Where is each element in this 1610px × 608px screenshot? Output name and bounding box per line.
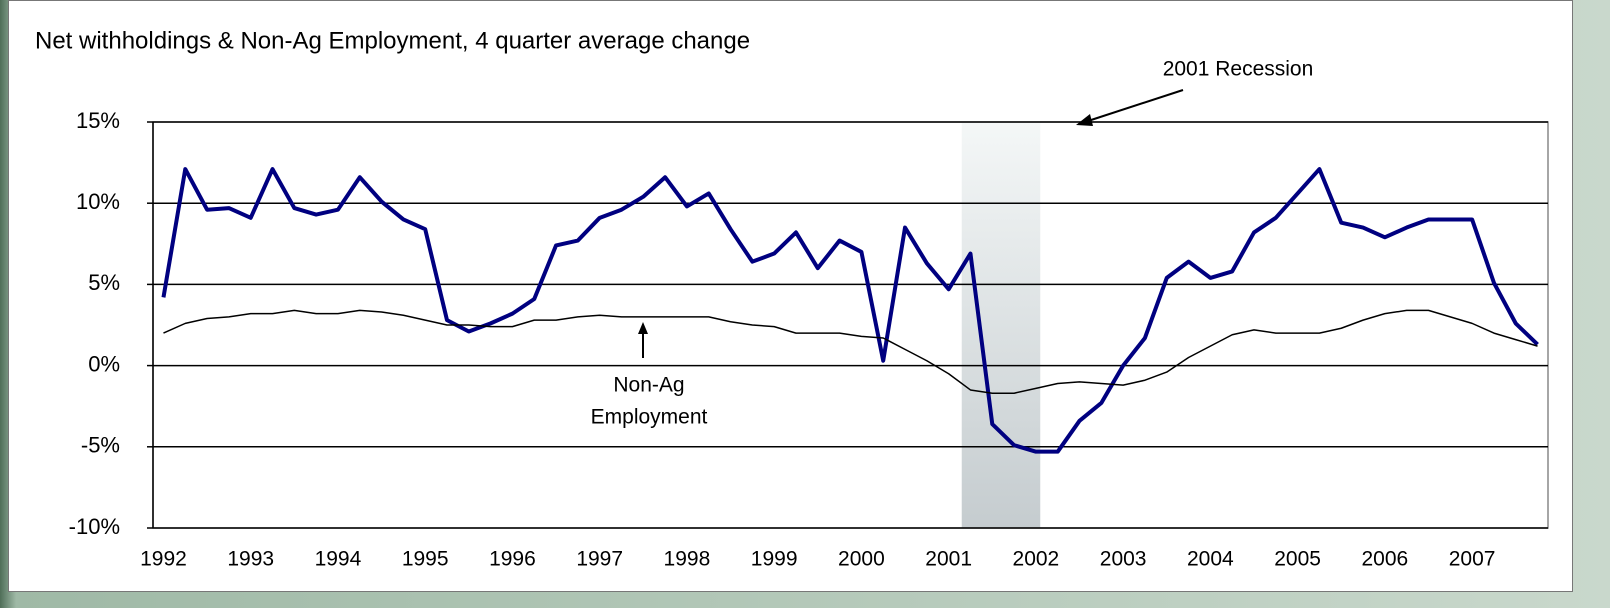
chart-title: Net withholdings & Non-Ag Employment, 4 … <box>35 27 750 54</box>
panel-border <box>8 0 1573 592</box>
arrow-head <box>638 322 648 334</box>
y-tick-label: 5% <box>88 270 120 295</box>
series-line <box>163 309 1538 394</box>
recession-band <box>961 122 1041 528</box>
y-tick-label: -10% <box>69 514 120 539</box>
x-tick-label: 1998 <box>664 548 711 571</box>
y-tick-label: 15% <box>76 108 120 133</box>
x-tick-label: 2006 <box>1361 548 1408 571</box>
x-tick-label: 1993 <box>227 548 274 571</box>
x-tick-label: 1997 <box>576 548 623 571</box>
chart: Net withholdings & Non-Ag Employment, 4 … <box>8 0 1573 592</box>
x-tick-label: 1999 <box>751 548 798 571</box>
x-tick-label: 2002 <box>1013 548 1060 571</box>
y-tick-label: -5% <box>81 433 120 458</box>
x-tick-label: 2003 <box>1100 548 1147 571</box>
x-tick-label: 2000 <box>838 548 885 571</box>
y-tick-label: 10% <box>76 189 120 214</box>
x-tick-label: 1994 <box>315 548 362 571</box>
x-tick-label: 1992 <box>140 548 187 571</box>
recession-label: 2001 Recession <box>1163 58 1314 81</box>
annotation-arrow <box>1087 89 1184 122</box>
x-tick-label: 1996 <box>489 548 536 571</box>
series-annotation: Employment <box>591 406 708 429</box>
y-tick-label: 0% <box>88 351 120 376</box>
x-tick-label: 2005 <box>1274 548 1321 571</box>
arrow-head <box>1076 114 1093 126</box>
x-tick-label: 2004 <box>1187 548 1234 571</box>
series-line <box>161 167 1539 454</box>
x-tick-label: 2007 <box>1449 548 1496 571</box>
x-tick-label: 2001 <box>925 548 972 571</box>
series-annotation: Non-Ag <box>613 374 684 397</box>
x-tick-label: 1995 <box>402 548 449 571</box>
